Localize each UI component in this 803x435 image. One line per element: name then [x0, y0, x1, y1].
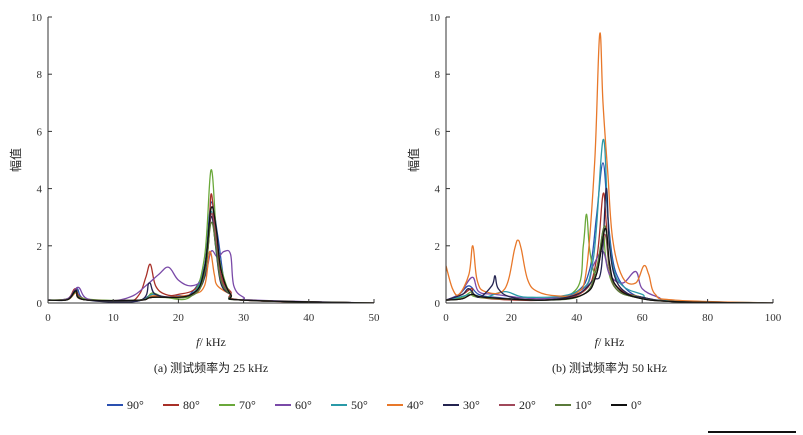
y-tick-label: 6: [37, 126, 43, 138]
x-axis-label-unit: / kHz: [598, 335, 624, 349]
legend-label: 80°: [183, 398, 200, 412]
y-tick-label: 6: [435, 126, 441, 138]
x-tick-label: 40: [303, 312, 315, 324]
x-tick-label: 40: [571, 312, 583, 324]
x-axis-label-var: f: [595, 335, 600, 349]
legend-item: 60°: [275, 398, 312, 412]
chart-panel-a: 0 2 4 6 8 10 0 10 20 30 40 50 f/ kHz 幅值 (a) 测试频率为 25 k…: [8, 12, 380, 375]
legend-label: 0°: [631, 398, 642, 412]
legend-label: 90°: [127, 398, 144, 412]
series-line-a-10deg: [48, 221, 374, 303]
x-axis-label: f/ kHz: [196, 335, 226, 349]
legend-item: 40°: [387, 398, 424, 412]
legend: 90° 80° 70° 60° 50° 40° 30° 20° 10° 0°: [107, 398, 642, 412]
series-line-a-0deg: [48, 206, 374, 303]
y-tick-label: 2: [37, 241, 43, 253]
y-tick-label: 4: [435, 184, 441, 196]
panel-caption: (b) 测试频率为 50 kHz: [552, 360, 667, 375]
x-tick-label: 50: [369, 312, 381, 324]
legend-item: 50°: [331, 398, 368, 412]
x-tick-label: 10: [108, 312, 120, 324]
y-tick-label: 10: [31, 12, 43, 24]
legend-label: 50°: [351, 398, 368, 412]
x-axis-label-unit: / kHz: [200, 335, 226, 349]
legend-item: 80°: [163, 398, 200, 412]
series-line-a-70deg: [48, 169, 374, 303]
legend-item: 30°: [443, 398, 480, 412]
x-axis-label-var: f: [196, 335, 201, 349]
legend-item: 0°: [611, 398, 642, 412]
x-tick-label: 30: [238, 312, 250, 324]
legend-label: 70°: [239, 398, 256, 412]
series-line-b-30deg: [446, 187, 773, 303]
legend-item: 10°: [555, 398, 592, 412]
series-line-b-40deg: [446, 32, 773, 303]
legend-label: 30°: [463, 398, 480, 412]
series-line-b-0deg: [446, 227, 773, 303]
x-tick-label: 0: [443, 312, 449, 324]
series-line-a-30deg: [48, 215, 374, 303]
y-axis-label: 幅值: [8, 148, 23, 172]
y-axis-label: 幅值: [406, 148, 421, 172]
series-group: [48, 169, 374, 303]
legend-label: 20°: [519, 398, 536, 412]
x-axis-label: f/ kHz: [595, 335, 625, 349]
legend-label: 10°: [575, 398, 592, 412]
legend-item: 70°: [219, 398, 256, 412]
legend-item: 90°: [107, 398, 144, 412]
series-line-b-50deg: [446, 139, 773, 303]
x-tick-label: 0: [45, 312, 51, 324]
y-tick-label: 0: [37, 298, 43, 310]
y-tick-label: 4: [37, 184, 43, 196]
legend-item: 20°: [499, 398, 536, 412]
x-tick-label: 100: [765, 312, 782, 324]
y-tick-label: 0: [435, 298, 441, 310]
y-tick-label: 10: [429, 12, 441, 24]
series-line-a-60deg: [48, 249, 374, 303]
y-tick-label: 2: [435, 241, 441, 253]
x-tick-label: 20: [173, 312, 185, 324]
x-tick-label: 60: [637, 312, 649, 324]
y-tick-label: 8: [37, 69, 43, 81]
x-tick-label: 20: [506, 312, 518, 324]
legend-label: 40°: [407, 398, 424, 412]
series-line-a-40deg: [48, 250, 374, 303]
series-group: [446, 32, 773, 303]
series-line-a-20deg: [48, 212, 374, 303]
legend-label: 60°: [295, 398, 312, 412]
x-tick-label: 80: [702, 312, 714, 324]
y-tick-label: 8: [435, 69, 441, 81]
panel-caption: (a) 测试频率为 25 kHz: [154, 360, 268, 375]
